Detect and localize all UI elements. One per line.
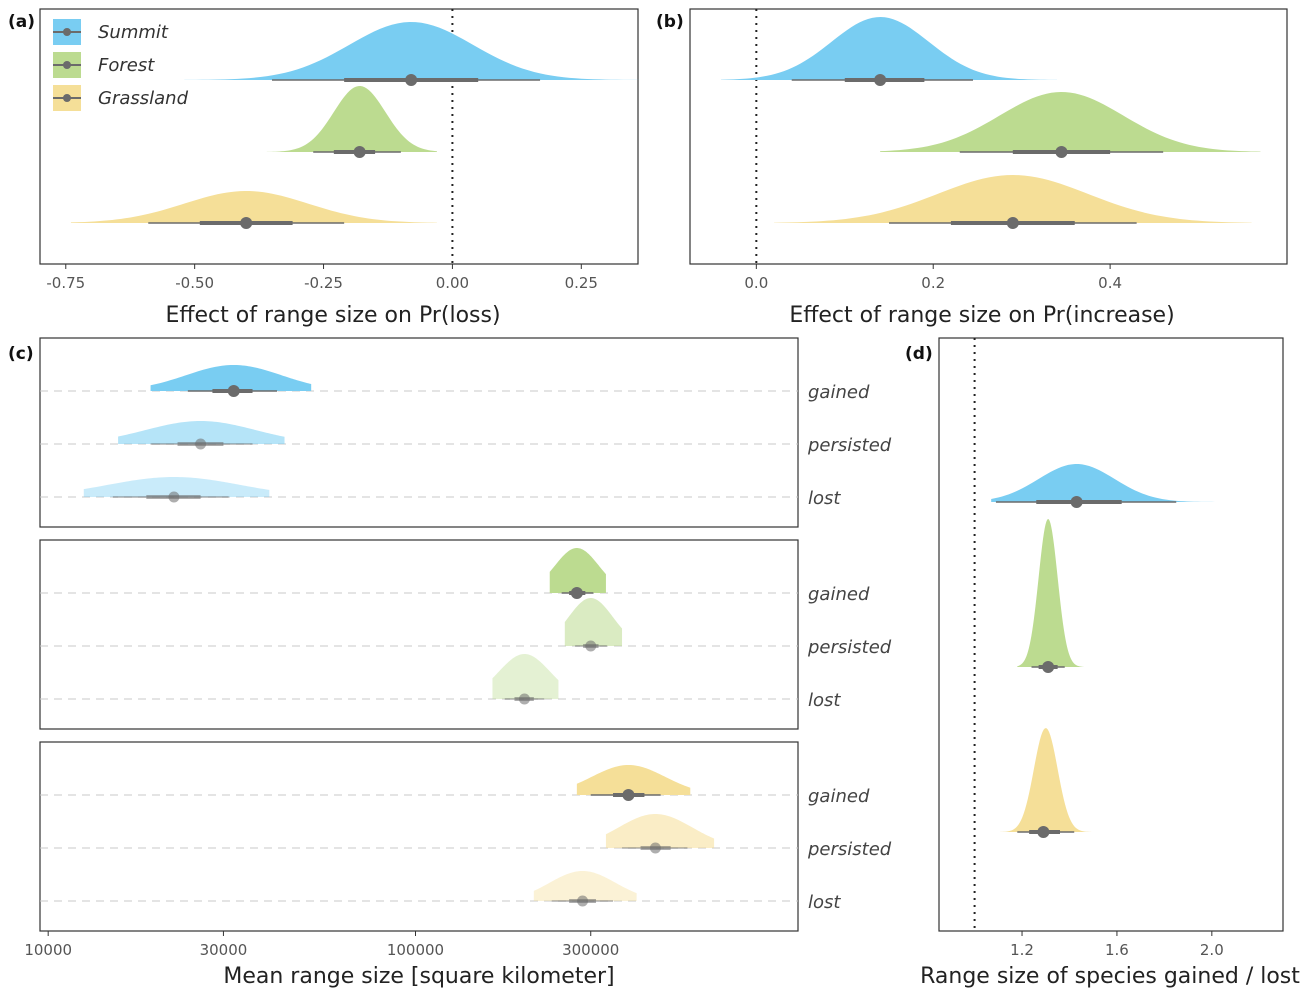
panel-d-marks [973, 338, 1272, 931]
legend-key-grassland-point [63, 94, 71, 102]
row-label-gained: gained [808, 382, 870, 403]
x-tick-label: -0.50 [175, 274, 214, 292]
panel-c-grassland-persisted-median-point [649, 842, 661, 854]
legend-label-grassland: Grassland [98, 88, 189, 109]
x-tick-label: 0.25 [565, 274, 598, 292]
panel-c-grassland-gained-density [576, 765, 691, 795]
panel-d-grassland-density [998, 728, 1106, 832]
x-tick-label: -0.75 [46, 274, 85, 292]
x-tick-label: 0.00 [436, 274, 469, 292]
panel-d-summit-median-point [1070, 496, 1083, 508]
panel-c-grassland-lost-median-point [577, 895, 589, 907]
legend: Summit Forest Grassland [53, 19, 189, 111]
x-tick-label: 1.6 [1105, 941, 1129, 959]
row-label-lost: lost [808, 892, 841, 913]
x-tick-label: -0.25 [304, 274, 343, 292]
panel-c-summit-lost-density [83, 477, 270, 497]
x-tick-label: 30000 [200, 941, 248, 959]
panel-d-frame [938, 337, 1284, 932]
x-tick-label: 0.0 [744, 274, 768, 292]
panel-c-frame-grassland [39, 741, 799, 932]
panel-c-summit-persisted-median-point [195, 438, 207, 450]
panel-d-forest-density [1017, 519, 1084, 667]
panel-c-x-axis-label: Mean range size [square kilometer] [223, 964, 614, 989]
panel-b-forest-median-point [1055, 146, 1068, 158]
panel-c-summit-persisted-density [118, 421, 285, 444]
x-tick-label: 100000 [387, 941, 444, 959]
panel-a-x-axis-label: Effect of range size on Pr(loss) [165, 303, 500, 328]
panel-d-summit-density [991, 464, 1272, 502]
panel-b-marks [720, 9, 1261, 264]
panel-c: (c) gained persisted lost gained persisted lo… [8, 337, 892, 989]
row-label-persisted: persisted [807, 435, 892, 456]
panel-c-forest-gained-density [549, 548, 606, 593]
panel-c-x-ticks: 10000 30000 100000 300000 [24, 931, 619, 959]
panel-a-marks [70, 9, 659, 264]
row-label-gained: gained [808, 786, 870, 807]
panel-c-grassland-persisted-density [605, 814, 715, 848]
panel-c-forest-lost-density [492, 654, 559, 699]
x-tick-label: 10000 [24, 941, 72, 959]
panel-d-x-ticks: 1.2 1.6 2.0 [1010, 931, 1224, 959]
row-label-gained: gained [808, 584, 870, 605]
panel-a: (a) -0.75 -0.50 -0.25 0.00 0.25 Effect of ra… [8, 8, 659, 328]
panel-a-forest-density [266, 86, 437, 152]
panel-a-frame [39, 8, 639, 265]
panel-b-x-ticks: 0.0 0.2 0.4 [744, 264, 1122, 292]
panel-c-summit-lost-median-point [168, 491, 180, 503]
panel-b-grassland-median-point [1006, 217, 1019, 229]
legend-item-forest: Forest [53, 52, 155, 78]
panel-c-summit-gained-density [150, 365, 312, 391]
panel-b-summit-median-point [874, 74, 887, 86]
panel-a-grassland-density [70, 191, 437, 223]
panel-c-grassland-gained-median-point [622, 789, 635, 801]
panel-d-forest-median-point [1042, 661, 1055, 673]
panel-c-forest-persisted-density [564, 598, 623, 646]
panel-a-summit-density [184, 22, 659, 80]
legend-label-summit: Summit [98, 22, 169, 43]
legend-item-summit: Summit [53, 19, 169, 45]
x-tick-label: 0.4 [1098, 274, 1122, 292]
panel-a-x-ticks: -0.75 -0.50 -0.25 0.00 0.25 [46, 264, 598, 292]
panel-b-grassland-density [774, 175, 1252, 223]
panel-c-summit-gained-median-point [227, 385, 240, 397]
panel-c-forest-gained-median-point [570, 587, 583, 599]
panel-a-forest-median-point [353, 146, 366, 158]
legend-label-forest: Forest [98, 55, 155, 76]
panel-b-summit-density [720, 17, 1058, 80]
panel-a-grassland-median-point [240, 217, 253, 229]
panel-a-summit-median-point [405, 74, 418, 86]
legend-key-summit-point [63, 28, 71, 36]
x-tick-label: 300000 [562, 941, 619, 959]
panel-c-forest-persisted-median-point [585, 640, 597, 652]
panel-c-label: (c) [8, 344, 34, 364]
x-tick-label: 0.2 [921, 274, 945, 292]
panel-c-marks [40, 365, 798, 907]
panel-b: (b) 0.0 0.2 0.4 Effect of range size on Pr… [656, 8, 1288, 328]
panel-c-row-labels: gained persisted lost gained persisted lost ga… [807, 382, 892, 913]
legend-key-forest-point [63, 61, 71, 69]
panel-c-frame-forest [39, 539, 799, 730]
row-label-persisted: persisted [807, 637, 892, 658]
panel-d-label: (d) [905, 344, 933, 364]
panel-c-forest-lost-median-point [518, 693, 530, 705]
panel-d: (d) 1.2 1.6 2.0 Range size of species gain… [905, 337, 1300, 989]
panel-b-forest-density [880, 92, 1261, 152]
panel-d-grassland-median-point [1037, 826, 1050, 838]
row-label-lost: lost [808, 488, 841, 509]
panel-b-frame [689, 8, 1288, 265]
panel-c-frame-summit [39, 337, 799, 528]
x-tick-label: 1.2 [1010, 941, 1034, 959]
panel-d-x-axis-label: Range size of species gained / lost [920, 964, 1300, 989]
panel-b-x-axis-label: Effect of range size on Pr(increase) [789, 303, 1174, 328]
row-label-lost: lost [808, 690, 841, 711]
panel-b-label: (b) [656, 12, 684, 32]
legend-item-grassland: Grassland [53, 85, 189, 111]
row-label-persisted: persisted [807, 839, 892, 860]
panel-c-grassland-lost-density [533, 871, 637, 901]
x-tick-label: 2.0 [1200, 941, 1224, 959]
panel-a-label: (a) [8, 12, 35, 32]
